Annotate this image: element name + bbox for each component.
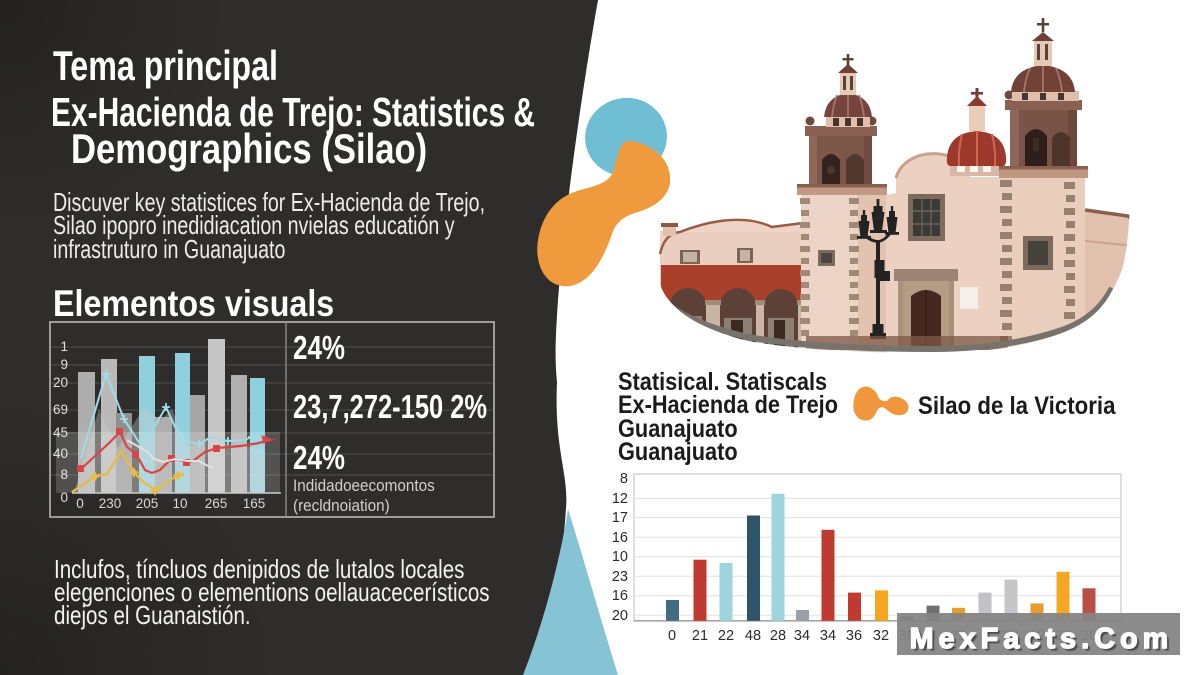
svg-text:45: 45 <box>53 425 68 440</box>
svg-text:34: 34 <box>794 628 810 644</box>
svg-text:32: 32 <box>873 628 889 644</box>
svg-text:20: 20 <box>612 608 628 624</box>
svg-text:265: 265 <box>205 496 228 511</box>
svg-text:34: 34 <box>820 628 836 644</box>
svg-text:9: 9 <box>60 357 68 372</box>
svg-text:22: 22 <box>718 628 734 644</box>
svg-text:8: 8 <box>60 467 68 482</box>
svg-text:0: 0 <box>76 496 84 511</box>
svg-text:12: 12 <box>612 491 628 507</box>
svg-text:69: 69 <box>53 402 68 417</box>
svg-text:0: 0 <box>60 490 68 505</box>
svg-text:21: 21 <box>692 628 708 644</box>
svg-text:28: 28 <box>770 628 786 644</box>
svg-text:48: 48 <box>745 628 761 644</box>
svg-text:16: 16 <box>612 530 628 546</box>
svg-text:0: 0 <box>668 628 676 644</box>
svg-text:16: 16 <box>612 588 628 604</box>
svg-text:10: 10 <box>172 496 187 511</box>
svg-text:36: 36 <box>846 628 862 644</box>
svg-text:8: 8 <box>620 471 628 487</box>
svg-text:205: 205 <box>136 496 159 511</box>
svg-text:165: 165 <box>243 496 266 511</box>
svg-text:10: 10 <box>612 549 628 565</box>
svg-text:230: 230 <box>99 496 122 511</box>
svg-text:1: 1 <box>60 339 68 354</box>
svg-text:17: 17 <box>612 510 628 526</box>
svg-text:40: 40 <box>53 446 68 461</box>
svg-text:20: 20 <box>53 375 68 390</box>
svg-text:23: 23 <box>612 569 628 585</box>
